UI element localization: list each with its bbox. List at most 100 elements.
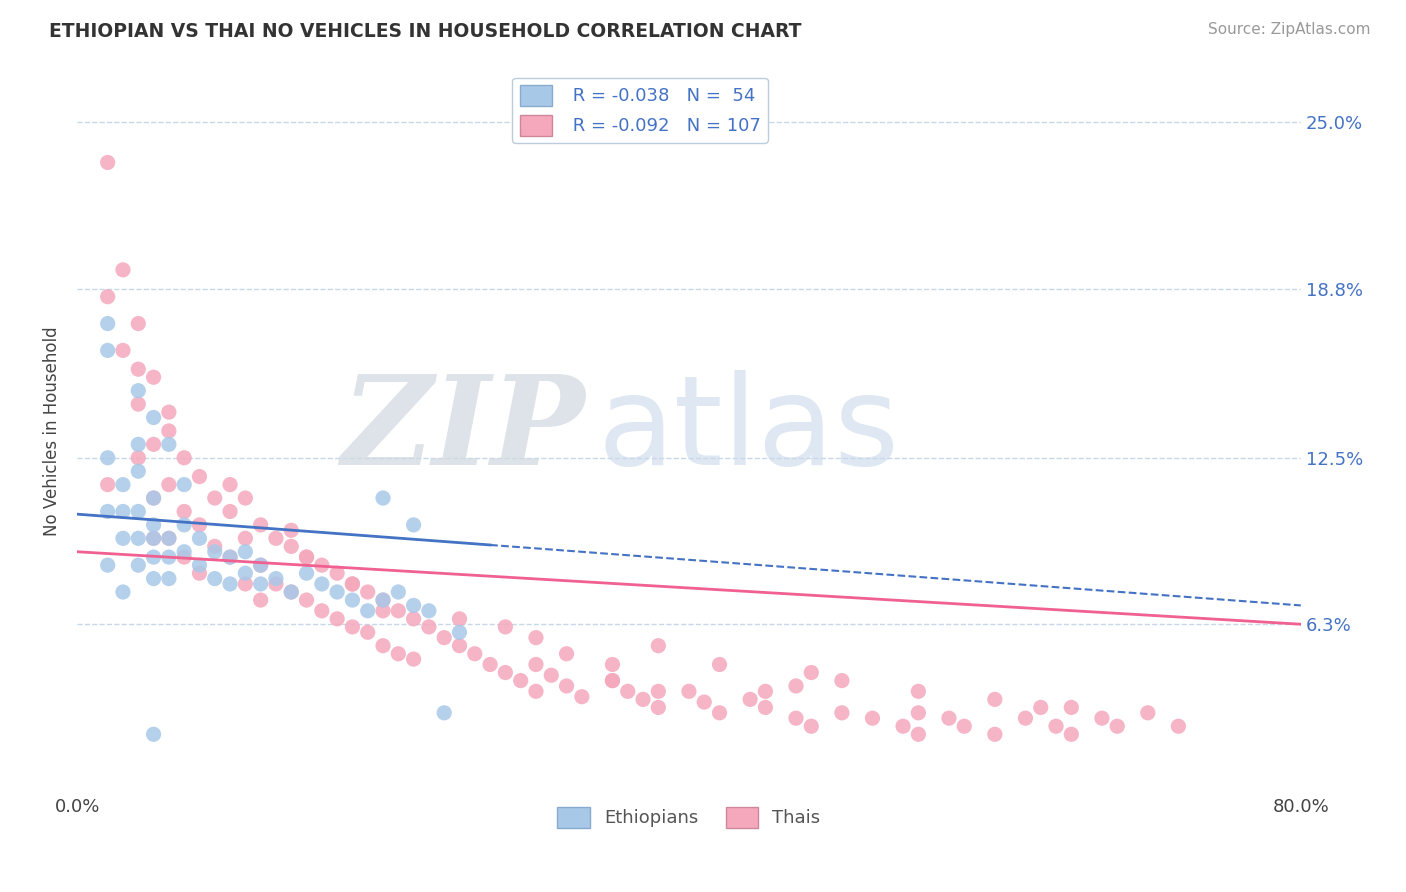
Point (188, 517, 211, 532)
Point (602, 673, 624, 688)
Point (157, 531, 180, 545)
Point (295, 550, 318, 565)
Point (631, 692, 654, 706)
Point (264, 577, 287, 591)
Point (938, 711, 960, 725)
Point (524, 631, 547, 645)
Point (740, 692, 762, 706)
Point (311, 558, 333, 573)
Point (127, 504, 149, 518)
Point (371, 593, 394, 607)
Point (862, 711, 884, 725)
Point (831, 706, 853, 720)
Point (387, 647, 409, 661)
Point (1107, 719, 1129, 733)
Point (157, 477, 180, 491)
Point (157, 550, 180, 565)
Point (311, 577, 333, 591)
Point (524, 657, 547, 672)
Point (127, 362, 149, 376)
Point (326, 585, 349, 599)
Point (173, 477, 195, 491)
Point (984, 692, 1007, 706)
Point (280, 523, 302, 537)
Point (402, 612, 425, 626)
Point (357, 604, 380, 618)
Point (235, 531, 257, 545)
Point (602, 673, 624, 688)
Text: Source: ZipAtlas.com: Source: ZipAtlas.com (1208, 22, 1371, 37)
Point (555, 679, 578, 693)
Point (953, 719, 976, 733)
Point (249, 558, 271, 573)
Point (173, 550, 195, 565)
Point (127, 450, 149, 465)
Point (142, 370, 165, 384)
Point (402, 652, 425, 666)
Point (1045, 719, 1067, 733)
Point (1060, 700, 1083, 714)
Point (647, 639, 669, 653)
Point (800, 719, 823, 733)
Point (127, 558, 149, 573)
Point (540, 668, 562, 682)
Point (357, 585, 380, 599)
Point (357, 625, 380, 640)
Point (111, 531, 134, 545)
Point (342, 577, 364, 591)
Point (371, 491, 394, 505)
Point (157, 437, 180, 451)
Point (249, 577, 271, 591)
Point (249, 593, 271, 607)
Point (157, 572, 180, 586)
Point (571, 690, 593, 704)
Point (235, 491, 257, 505)
Point (371, 593, 394, 607)
Point (219, 550, 242, 565)
Point (188, 531, 211, 545)
Point (219, 550, 242, 565)
Point (295, 550, 318, 565)
Point (1014, 711, 1036, 725)
Point (342, 593, 364, 607)
Point (173, 450, 195, 465)
Point (371, 604, 394, 618)
Point (97, 317, 120, 331)
Point (326, 612, 349, 626)
Point (402, 599, 425, 613)
Point (204, 491, 226, 505)
Point (142, 531, 165, 545)
Point (433, 631, 456, 645)
Point (479, 657, 502, 672)
Point (127, 464, 149, 478)
Point (280, 585, 302, 599)
Point (219, 477, 242, 491)
Point (97, 290, 120, 304)
Point (678, 684, 700, 698)
Point (449, 612, 471, 626)
Y-axis label: No Vehicles in Household: No Vehicles in Household (44, 326, 60, 536)
Point (157, 405, 180, 419)
Point (464, 647, 486, 661)
Text: atlas: atlas (598, 370, 900, 491)
Point (524, 684, 547, 698)
Point (142, 491, 165, 505)
Point (97, 343, 120, 358)
Point (509, 673, 531, 688)
Point (127, 317, 149, 331)
Point (295, 566, 318, 581)
Point (204, 545, 226, 559)
Point (142, 410, 165, 425)
Point (173, 517, 195, 532)
Point (494, 620, 516, 634)
Point (311, 604, 333, 618)
Point (111, 263, 134, 277)
Point (891, 719, 914, 733)
Point (1167, 719, 1189, 733)
Point (555, 647, 578, 661)
Point (188, 469, 211, 483)
Point (97, 155, 120, 169)
Point (907, 706, 929, 720)
Point (97, 450, 120, 465)
Point (235, 577, 257, 591)
